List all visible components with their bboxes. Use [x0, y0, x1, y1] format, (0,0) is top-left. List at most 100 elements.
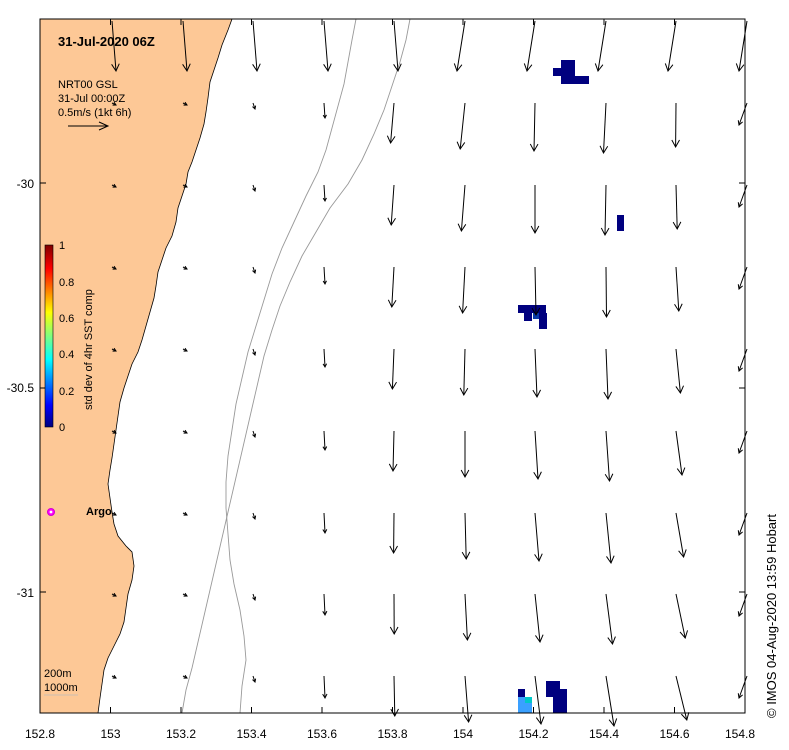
current-arrow	[529, 102, 539, 153]
map-title: 31-Jul-2020 06Z	[58, 34, 155, 49]
current-arrow	[182, 674, 188, 679]
x-tick-label: 154.4	[589, 727, 619, 741]
current-arrow	[604, 430, 614, 483]
current-arrow	[252, 512, 257, 520]
current-arrow	[461, 512, 471, 561]
current-arrow	[322, 512, 328, 535]
current-arrow	[252, 675, 257, 683]
current-arrow	[182, 347, 188, 352]
current-arrow	[675, 430, 686, 477]
x-tick-label: 153.8	[377, 727, 407, 741]
current-arrow	[737, 266, 748, 290]
current-arrow	[322, 348, 328, 369]
current-arrow	[594, 20, 607, 73]
current-arrow	[111, 265, 117, 270]
current-arrow	[532, 348, 542, 399]
colorbar-tick: 1	[59, 240, 65, 252]
current-arrow	[111, 674, 117, 679]
current-arrow	[322, 266, 327, 286]
current-arrow	[457, 184, 467, 233]
current-arrow	[605, 675, 618, 728]
current-arrow	[322, 593, 328, 617]
x-tick-label: 154	[453, 727, 473, 741]
current-arrow	[534, 512, 543, 563]
current-arrow	[458, 266, 468, 315]
current-arrow	[182, 429, 188, 434]
sst-patches	[518, 60, 624, 713]
current-arrow	[182, 511, 188, 516]
colorbar-tick: 0	[59, 422, 65, 434]
current-arrow	[664, 20, 677, 73]
current-arrow	[671, 102, 680, 149]
depth-legend: 200m 1000m	[44, 668, 78, 696]
current-arrow	[737, 348, 748, 372]
colorbar-tick: 0.4	[59, 349, 74, 361]
current-arrow	[387, 266, 397, 309]
x-tick-label: 154.8	[725, 727, 755, 741]
current-arrow	[252, 266, 257, 274]
legend-arrow-head	[98, 121, 110, 131]
current-arrow	[182, 101, 188, 106]
current-arrow	[603, 348, 613, 401]
argo-marker[interactable]: Argo	[47, 506, 112, 518]
vector-legend: NRT00 GSL 31-Jul 00:00Z 0.5m/s (1kt 6h)	[58, 79, 131, 131]
colorbar-gradient	[44, 244, 54, 428]
current-arrow	[111, 511, 117, 516]
current-arrow	[602, 266, 611, 319]
colorbar-tick: 0.6	[59, 313, 74, 325]
imos-credit: © IMOS 04-Aug-2020 13:59 Hobart	[764, 514, 779, 718]
current-arrow	[453, 20, 466, 73]
current-arrow	[111, 592, 117, 597]
x-tick-label: 153	[100, 727, 120, 741]
contour-1000m	[181, 18, 411, 714]
y-tick-labels: -30 -30.5 -31	[7, 177, 35, 600]
current-arrow	[388, 348, 397, 391]
current-arrow	[534, 675, 545, 726]
current-arrow	[531, 266, 541, 317]
current-arrow	[675, 593, 689, 640]
current-arrow	[111, 20, 120, 73]
x-tick-labels: 152.8 153 153.2 153.4 153.6 153.8 154 15…	[25, 727, 755, 741]
current-arrow	[323, 20, 332, 73]
y-tick-label: -30	[17, 177, 35, 191]
current-arrow	[182, 20, 191, 73]
current-vectors	[111, 20, 748, 728]
current-arrow	[456, 102, 466, 151]
current-arrow	[605, 512, 615, 565]
current-arrow	[737, 184, 748, 208]
current-arrow	[735, 20, 748, 73]
current-arrow	[737, 430, 748, 454]
current-arrow	[600, 184, 610, 237]
current-arrow	[111, 347, 117, 352]
land-mass	[39, 18, 233, 714]
current-arrow	[737, 102, 748, 126]
current-arrow	[252, 348, 257, 356]
x-tick-label: 152.8	[25, 727, 55, 741]
current-arrow	[389, 512, 398, 555]
colorbar-label: std dev of 4hr SST comp	[83, 289, 95, 410]
current-arrow	[111, 183, 117, 188]
current-arrow	[252, 102, 257, 110]
current-arrow	[252, 430, 257, 438]
current-arrow	[387, 184, 396, 227]
current-arrow	[182, 592, 188, 597]
current-arrow	[605, 593, 616, 646]
x-tick-label: 153.4	[236, 727, 266, 741]
current-arrow	[674, 266, 683, 313]
current-arrow	[111, 429, 117, 434]
current-arrow	[111, 101, 117, 106]
current-arrow	[388, 430, 398, 473]
current-arrow	[389, 593, 399, 636]
current-arrow	[534, 593, 544, 644]
legend-line-1: NRT00 GSL	[58, 79, 118, 91]
colorbar-tick: 0.2	[59, 386, 74, 398]
current-arrow	[737, 512, 748, 536]
current-arrow	[252, 593, 257, 601]
current-arrow	[322, 102, 327, 120]
depth-1000m-label: 1000m	[44, 682, 78, 694]
current-arrow	[523, 20, 536, 73]
current-arrow	[463, 675, 473, 724]
current-arrow	[533, 430, 542, 481]
current-arrow	[672, 184, 682, 231]
